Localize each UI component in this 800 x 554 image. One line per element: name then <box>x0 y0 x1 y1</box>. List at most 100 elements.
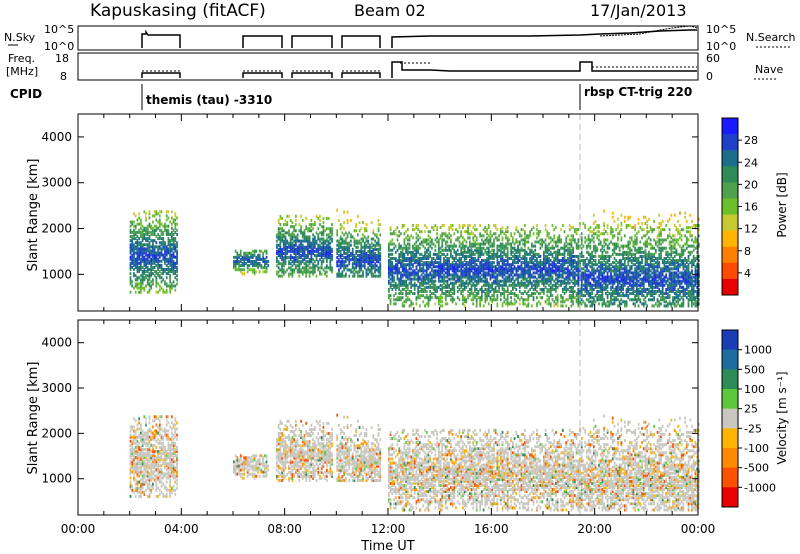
power-cell <box>517 246 519 250</box>
power-cell <box>422 269 425 273</box>
power-cell <box>641 279 643 283</box>
power-cell <box>510 302 512 306</box>
power-cell <box>405 273 407 277</box>
power-cell <box>239 259 242 263</box>
power-cell <box>437 267 440 271</box>
power-cell <box>257 262 259 266</box>
power-cell <box>450 240 452 244</box>
power-cell <box>560 279 562 283</box>
power-cell <box>322 251 325 255</box>
power-cell <box>570 300 573 304</box>
power-cell <box>289 235 292 239</box>
power-cell <box>572 289 574 293</box>
power-cell <box>171 249 173 253</box>
power-cell <box>245 262 247 266</box>
power-cell <box>623 304 626 308</box>
power-cell <box>481 287 483 291</box>
power-cell <box>172 251 175 255</box>
power-cell <box>489 263 492 267</box>
power-cell <box>331 256 333 260</box>
power-cell <box>644 259 647 263</box>
power-cell <box>326 254 328 258</box>
power-cell <box>517 279 519 283</box>
power-cell <box>456 296 459 300</box>
power-cell <box>467 254 469 258</box>
power-cell <box>642 242 645 246</box>
power-cell <box>486 287 488 291</box>
power-cell <box>320 251 323 255</box>
power-cell <box>475 281 478 285</box>
power-cell <box>393 277 395 281</box>
power-cell <box>587 259 590 263</box>
power-cell <box>484 263 487 267</box>
power-cell <box>536 296 538 300</box>
power-cell <box>587 289 590 293</box>
power-cell <box>148 230 151 234</box>
power-cell <box>281 229 283 233</box>
power-cell <box>527 279 530 283</box>
power-cell <box>131 265 134 269</box>
power-cell <box>372 272 375 276</box>
power-cell <box>320 247 323 251</box>
power-cell <box>549 273 552 277</box>
power-cell <box>133 237 135 241</box>
power-cell <box>141 255 144 259</box>
power-cell <box>343 241 345 245</box>
power-cell <box>477 269 480 273</box>
power-cell <box>355 225 357 229</box>
power-cell <box>324 249 326 253</box>
power-cell <box>584 259 587 263</box>
power-cell <box>150 270 153 274</box>
power-cell <box>567 259 569 263</box>
power-cell <box>408 273 411 277</box>
power-cell <box>608 281 611 285</box>
power-cell <box>129 278 132 282</box>
power-cell <box>408 271 411 275</box>
power-cell <box>486 263 488 267</box>
power-cell <box>431 263 433 267</box>
power-cell <box>286 268 289 272</box>
power-cell <box>446 257 449 261</box>
power-cell <box>555 285 557 289</box>
power-cell <box>396 269 399 273</box>
power-cell <box>412 271 414 275</box>
power-cell <box>369 260 371 264</box>
power-cell <box>522 257 525 261</box>
power-cell <box>577 292 580 296</box>
power-cell <box>367 249 370 253</box>
power-cell <box>425 275 428 279</box>
power-cell <box>377 239 380 243</box>
power-cell <box>577 298 580 302</box>
power-cell <box>169 257 171 261</box>
power-cell <box>370 241 373 245</box>
power-cell <box>620 275 623 279</box>
power-cell <box>343 264 345 268</box>
power-cell <box>129 280 132 284</box>
power-cell <box>625 271 628 275</box>
power-cell <box>615 292 618 296</box>
power-cell <box>463 296 466 300</box>
power-cell <box>301 233 304 237</box>
power-cell <box>610 287 612 291</box>
power-cell <box>389 226 392 230</box>
power-cell <box>544 279 547 283</box>
power-cell <box>627 296 630 300</box>
power-cell <box>568 289 571 293</box>
power-cell <box>539 265 542 269</box>
power-cell <box>582 221 585 225</box>
power-cell <box>300 270 302 274</box>
power-cell <box>586 304 588 308</box>
power-cell <box>329 266 332 270</box>
power-cell <box>644 273 647 277</box>
power-cell <box>403 273 406 277</box>
power-cell <box>629 275 631 279</box>
power-cell <box>344 231 347 235</box>
power-cell <box>539 271 542 275</box>
power-cell <box>262 270 264 274</box>
power-cell <box>145 270 147 274</box>
power-cell <box>326 233 328 237</box>
power-cell <box>389 300 392 304</box>
power-cell <box>310 251 313 255</box>
power-cell <box>632 277 635 281</box>
power-cell <box>343 256 345 260</box>
